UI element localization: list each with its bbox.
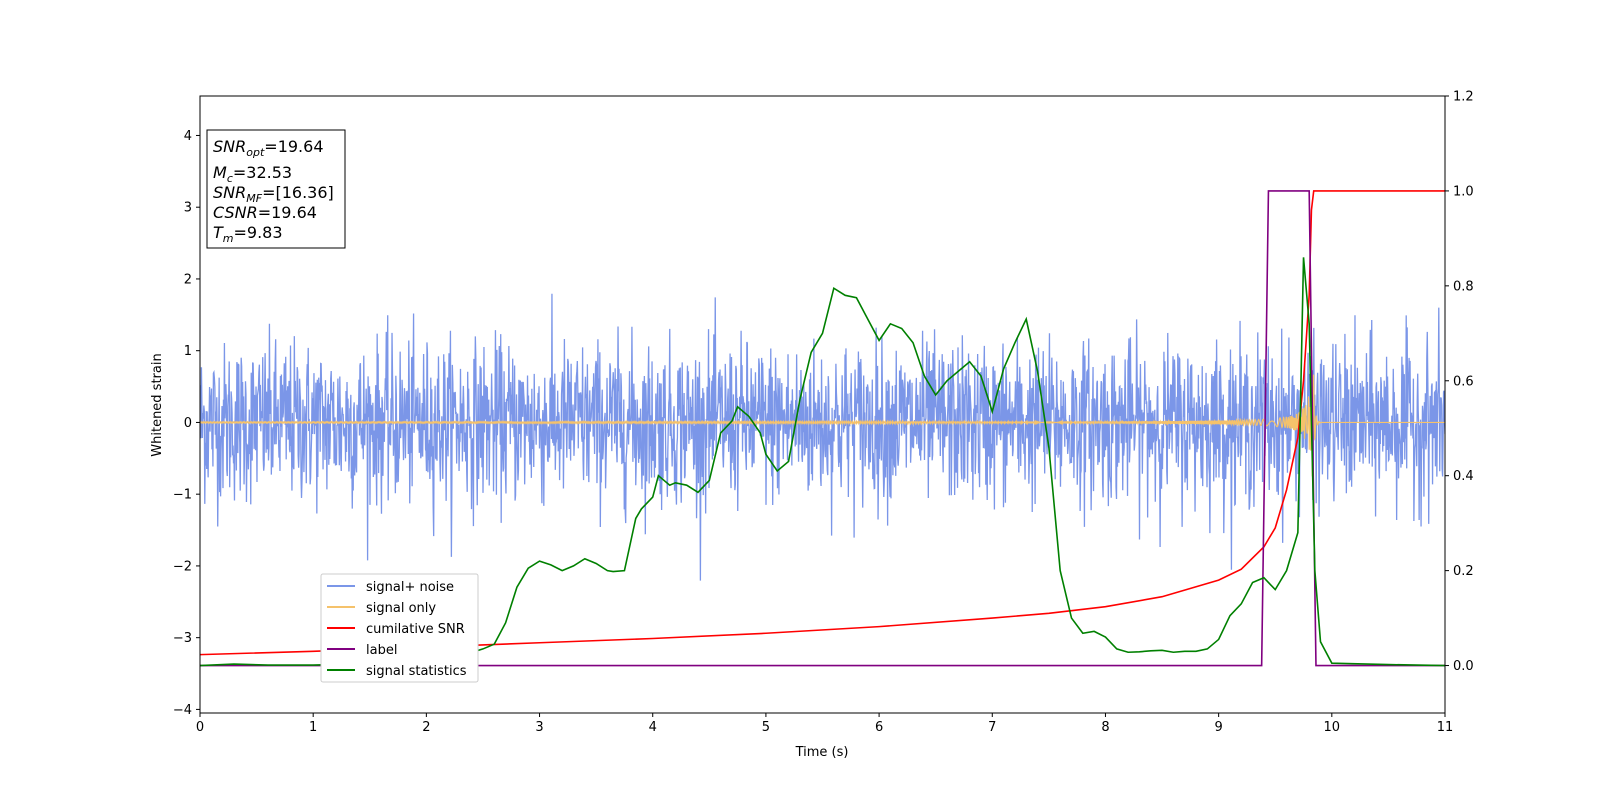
x-tick-label: 7: [988, 720, 996, 735]
y2-tick-label: 0.6: [1453, 374, 1474, 389]
x-axis: 0 1 2 3 4 5 6 7 8 9 10 11: [196, 713, 1453, 735]
info-line: Mc=32.53: [213, 163, 292, 185]
plot-frame: [199, 95, 1446, 714]
x-tick-label: 11: [1437, 720, 1454, 735]
series-signal-only: [200, 367, 1445, 477]
y-tick-label: 4: [184, 129, 192, 144]
legend-label: label: [366, 643, 397, 658]
x-tick-label: 1: [309, 720, 317, 735]
x-axis-label: Time (s): [795, 745, 849, 760]
x-tick-label: 2: [422, 720, 430, 735]
series-label: [200, 190, 1445, 667]
y2-tick-label: 0.4: [1453, 469, 1474, 484]
info-line: CSNR=19.64: [213, 203, 317, 222]
x-tick-label: 10: [1324, 720, 1341, 735]
y-tick-label: −1: [173, 488, 192, 503]
y2-tick-label: 0.0: [1453, 659, 1474, 674]
legend: signal+ noise signal only cumilative SNR la…: [320, 573, 479, 683]
legend-label: signal+ noise: [366, 580, 454, 595]
series-cumulative-snr: [200, 190, 1445, 656]
y-tick-label: 0: [184, 416, 192, 431]
y-axis-left: −4 −3 −2 −1 0 1 2 3 4: [173, 129, 200, 718]
y-tick-label: −4: [173, 703, 192, 718]
info-line: Tm=9.83: [213, 223, 283, 245]
series-signal-statistics: [200, 257, 1445, 667]
info-box: SNRopt=19.64 Mc=32.53SNRMF=[16.36]CSNR=19…: [206, 129, 346, 249]
y-tick-label: 2: [184, 272, 192, 287]
y-tick-label: −2: [173, 559, 192, 574]
y-tick-label: 3: [184, 201, 192, 216]
legend-label: signal only: [366, 601, 436, 616]
x-tick-label: 9: [1214, 720, 1222, 735]
info-line: SNRMF=[16.36]: [213, 183, 334, 205]
y2-tick-label: 0.8: [1453, 279, 1474, 294]
x-tick-label: 6: [875, 720, 883, 735]
x-tick-label: 8: [1101, 720, 1109, 735]
y-tick-label: 1: [184, 344, 192, 359]
x-tick-label: 0: [196, 720, 204, 735]
x-tick-label: 5: [762, 720, 770, 735]
y-axis-label: Whitened strain: [150, 353, 165, 456]
legend-label: signal statistics: [366, 664, 467, 679]
series-signal-noise: [200, 293, 1445, 581]
info-line: SNRopt=19.64: [213, 137, 324, 159]
legend-label: cumilative SNR: [366, 622, 465, 637]
y-tick-label: −3: [173, 631, 192, 646]
plot-area: [200, 190, 1445, 667]
x-tick-label: 4: [649, 720, 657, 735]
y2-tick-label: 0.2: [1453, 564, 1474, 579]
y2-tick-label: 1.2: [1453, 90, 1474, 105]
y-axis-right: 0.0 0.2 0.4 0.6 0.8 1.0 1.2: [1445, 90, 1474, 674]
y2-tick-label: 1.0: [1453, 184, 1474, 199]
x-tick-label: 3: [535, 720, 543, 735]
